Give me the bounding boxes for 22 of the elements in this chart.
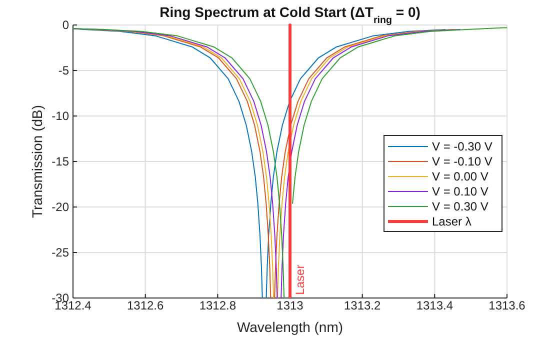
x-axis-title: Wavelength (nm) <box>236 319 344 335</box>
y-tick-label: -15 <box>52 154 70 168</box>
x-tick-label: 1312.6 <box>126 298 164 313</box>
x-tick-label: 1313.4 <box>416 298 454 313</box>
legend-label: V = 0.10 V <box>432 184 488 198</box>
x-tick-label: 1313.2 <box>344 298 382 313</box>
x-tick-label: 1313.6 <box>488 298 526 313</box>
x-tick-label: 1312.8 <box>199 298 236 313</box>
y-axis-title: Transmission (dB) <box>29 104 45 218</box>
legend-label: V = 0.30 V <box>432 200 488 214</box>
legend-label: V = 0.00 V <box>432 170 488 184</box>
y-tick-label: -10 <box>52 108 70 123</box>
y-tick-label: 0 <box>62 18 70 32</box>
legend-label: Laser λ <box>432 214 472 228</box>
chart-title: Ring Spectrum at Cold Start (ΔT$_{ring}$ = 0) <box>160 4 420 26</box>
legend-label: V = -0.10 V <box>432 154 492 168</box>
y-tick-label: -5 <box>58 63 70 78</box>
x-tick-label: 1313 <box>276 298 304 313</box>
y-tick-label: -20 <box>52 200 70 214</box>
y-tick-label: -25 <box>52 245 70 260</box>
annotation: Laser <box>293 264 307 295</box>
legend-label: V = -0.30 V <box>432 140 492 154</box>
